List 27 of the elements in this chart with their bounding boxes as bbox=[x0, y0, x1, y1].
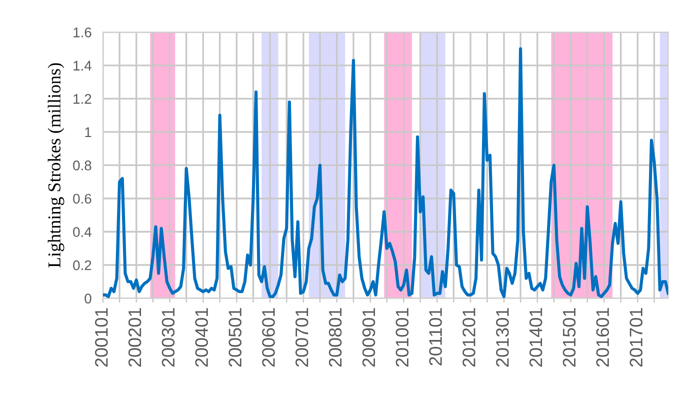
x-tick-label: 200801 bbox=[328, 308, 342, 367]
x-tick-label: 201601 bbox=[596, 308, 609, 367]
y-tick-label: 1.4 bbox=[74, 60, 92, 70]
y-tick-label: 1.6 bbox=[74, 27, 92, 38]
x-tick-label: 201101 bbox=[429, 308, 442, 366]
y-tick-label: 0.8 bbox=[73, 160, 92, 170]
x-tick-label: 200701 bbox=[295, 308, 308, 367]
x-tick-label: 200101 bbox=[95, 308, 108, 367]
x-tick-label: 200601 bbox=[262, 308, 275, 367]
x-tick-label: 200501 bbox=[228, 308, 242, 367]
x-tick-label: 201401 bbox=[529, 308, 542, 367]
x-tick-label: 200901 bbox=[362, 308, 376, 367]
x-tick-label: 201701 bbox=[630, 308, 642, 367]
x-tick-label: 201501 bbox=[562, 308, 576, 367]
x-tick-label: 201001 bbox=[396, 308, 409, 367]
x-tick-label: 200401 bbox=[195, 308, 208, 367]
y-tick-label: 1.2 bbox=[74, 94, 92, 104]
x-tick-label: 200201 bbox=[128, 308, 142, 367]
y-tick-label: 0 bbox=[84, 294, 92, 304]
y-tick-label: 1 bbox=[85, 127, 92, 137]
x-tick-label: 201301 bbox=[496, 308, 509, 367]
x-tick-label: 201201 bbox=[462, 308, 476, 367]
y-axis-title: Lightning Strokes (millions) bbox=[48, 63, 64, 268]
y-tick-label: 0.2 bbox=[73, 260, 92, 270]
y-tick-label: 0.6 bbox=[73, 194, 92, 204]
x-tick-label: 200301 bbox=[162, 308, 175, 367]
y-tick-label: 0.4 bbox=[73, 227, 92, 237]
